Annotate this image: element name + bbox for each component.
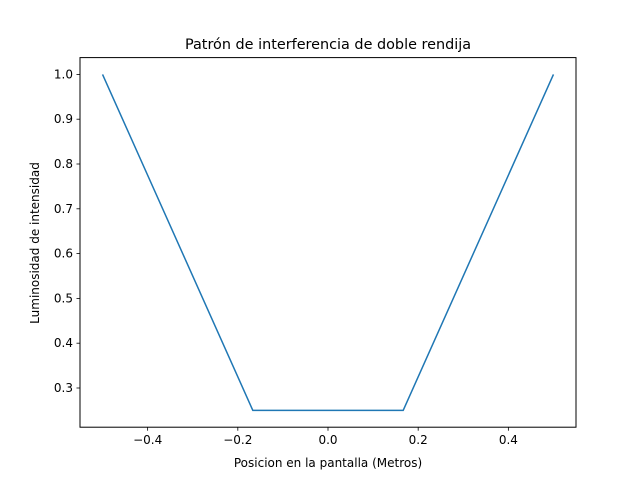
y-tick-label: 0.5 xyxy=(54,291,73,305)
y-tick-label: 1.0 xyxy=(54,67,73,81)
y-tick-label: 0.9 xyxy=(54,112,73,126)
y-tick-label: 0.4 xyxy=(54,336,73,350)
y-axis-label: Luminosidad de intensidad xyxy=(28,162,42,324)
y-tick-label: 0.6 xyxy=(54,247,73,261)
y-tick-label: 0.8 xyxy=(54,157,73,171)
x-tick-label: 0.0 xyxy=(318,433,337,447)
series-line-0 xyxy=(101,74,555,412)
y-tick-label: 0.3 xyxy=(54,381,73,395)
plot-area xyxy=(101,74,555,412)
x-tick-label: 0.2 xyxy=(409,433,428,447)
x-axis-label: Posicion en la pantalla (Metros) xyxy=(234,456,422,470)
axes-frame xyxy=(79,57,577,428)
x-tick-label: 0.4 xyxy=(499,433,518,447)
chart-title: Patrón de interferencia de doble rendija xyxy=(185,37,471,53)
y-tick-label: 0.7 xyxy=(54,202,73,216)
x-tick-label: −0.2 xyxy=(223,433,252,447)
x-tick-label: −0.4 xyxy=(133,433,162,447)
y-axis-ticks: 0.3 0.4 0.5 0.6 0.7 0.8 0.9 1.0 xyxy=(54,67,80,395)
x-axis-ticks: −0.4 −0.2 0.0 0.2 0.4 xyxy=(133,427,518,447)
